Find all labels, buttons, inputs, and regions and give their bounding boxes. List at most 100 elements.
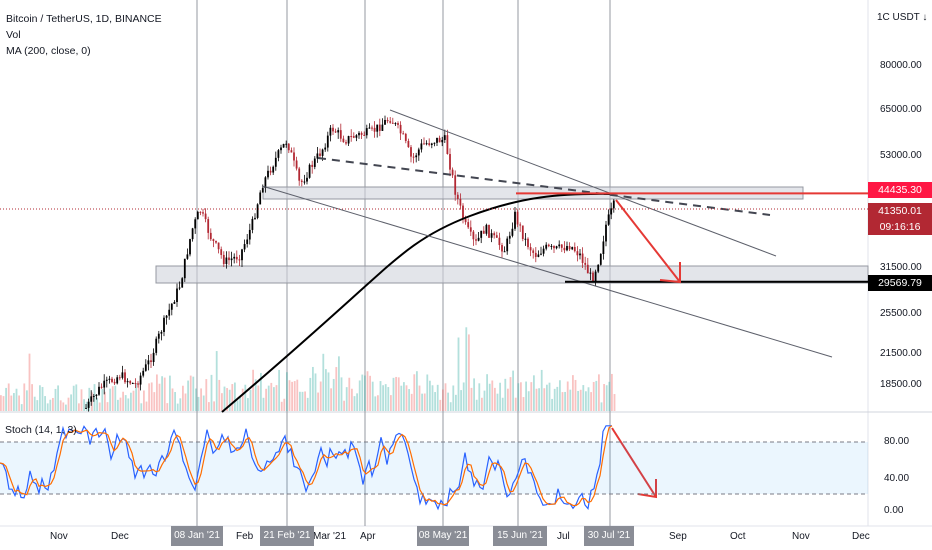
- volume-bar: [93, 384, 96, 411]
- volume-bar: [18, 395, 20, 411]
- candle-body: [417, 149, 420, 156]
- volume-bar: [288, 380, 291, 411]
- chart-title: Bitcoin / TetherUS, 1D, BINANCE: [6, 13, 162, 25]
- candle-body: [181, 278, 184, 288]
- volume-bar: [257, 385, 260, 411]
- volume-bar: [187, 380, 189, 411]
- volume-bar: [41, 386, 44, 411]
- volume-bar: [124, 395, 127, 411]
- candle-body: [443, 135, 446, 140]
- volume-bar: [184, 393, 187, 411]
- candle-body: [144, 364, 147, 371]
- volume-bar: [356, 393, 358, 411]
- volume-bar: [59, 400, 62, 411]
- candle-body: [196, 211, 199, 220]
- time-tick: Nov: [50, 531, 68, 542]
- volume-bar: [280, 401, 283, 411]
- candle-body: [116, 377, 119, 384]
- volume-bar: [577, 390, 579, 411]
- candle-body: [108, 378, 111, 380]
- time-tick: Mar '21: [313, 531, 347, 542]
- candle-body: [501, 245, 503, 252]
- resistance-price-tag: 44435.30: [868, 182, 932, 198]
- volume-bar: [465, 327, 468, 411]
- candle-body: [280, 147, 282, 151]
- candle-body: [511, 228, 514, 236]
- candle-body: [425, 143, 428, 145]
- candle-body: [233, 256, 236, 259]
- volume-bar: [286, 372, 288, 411]
- volume-bar: [400, 385, 403, 411]
- volume-bar: [312, 366, 314, 411]
- volume-bar: [509, 377, 512, 411]
- volume-bar: [75, 384, 78, 411]
- candle-body: [212, 239, 215, 241]
- volume-bar: [65, 404, 67, 411]
- volume-bar: [67, 397, 70, 411]
- candle-body: [534, 252, 537, 257]
- time-tick: Nov: [792, 531, 810, 542]
- candle-body: [85, 407, 87, 409]
- price-tick: 25500.00: [880, 308, 922, 319]
- projection-arrow: [615, 199, 681, 283]
- candle-body: [394, 123, 397, 125]
- volume-bar: [416, 371, 418, 411]
- volume-bar: [31, 384, 33, 411]
- candle-body: [423, 143, 425, 145]
- volume-bar: [106, 402, 109, 411]
- candle-body: [449, 154, 451, 170]
- volume-bar: [270, 382, 273, 411]
- candle-body: [514, 211, 516, 229]
- volume-bar: [439, 399, 442, 411]
- volume-bar: [462, 382, 465, 411]
- candle-body: [446, 135, 449, 155]
- candle-body: [339, 130, 342, 139]
- candle-body: [183, 258, 186, 279]
- stoch-tick: 0.00: [884, 505, 904, 516]
- candle-body: [160, 331, 163, 334]
- volume-bar: [7, 383, 10, 411]
- candle-body: [482, 230, 485, 234]
- candle-body: [311, 164, 314, 167]
- support-zone: [155, 265, 869, 284]
- volume-bar: [405, 385, 408, 411]
- volume-bar: [460, 390, 462, 411]
- candle-body: [157, 333, 160, 339]
- candle-body: [222, 254, 225, 265]
- candle-body: [303, 181, 306, 183]
- volume-bar: [262, 397, 265, 411]
- volume-bar: [556, 386, 559, 411]
- candle-body: [480, 230, 483, 238]
- volume-bar: [475, 399, 478, 411]
- candle-body: [485, 224, 488, 234]
- volume-bar: [486, 374, 488, 411]
- volume-bar: [587, 387, 590, 411]
- candle-body: [402, 133, 405, 135]
- candle-body: [345, 142, 347, 144]
- candle-body: [573, 247, 576, 252]
- candle-body: [139, 375, 142, 385]
- price-axis-bg: [868, 0, 932, 526]
- countdown-tag: 09:16:16: [868, 219, 932, 235]
- candle-body: [178, 287, 181, 289]
- candle-body: [358, 132, 360, 136]
- candle-body: [373, 127, 376, 132]
- candle-body: [571, 247, 574, 250]
- overlay-drawings: [0, 109, 868, 499]
- candle-body: [220, 249, 223, 255]
- candle-body: [163, 317, 165, 332]
- volume-bar: [501, 397, 504, 411]
- volume-bar: [538, 388, 540, 411]
- candle-body: [186, 254, 189, 259]
- volume-bar: [202, 395, 205, 411]
- volume-bar: [431, 385, 434, 411]
- volume-bar: [314, 373, 317, 411]
- candle-body: [350, 136, 353, 138]
- volume-bar: [494, 387, 496, 411]
- volume-bar: [520, 382, 522, 411]
- candle-body: [129, 381, 132, 384]
- volume-bar: [241, 388, 244, 411]
- candle-body: [225, 257, 228, 265]
- volume-bar: [340, 377, 343, 411]
